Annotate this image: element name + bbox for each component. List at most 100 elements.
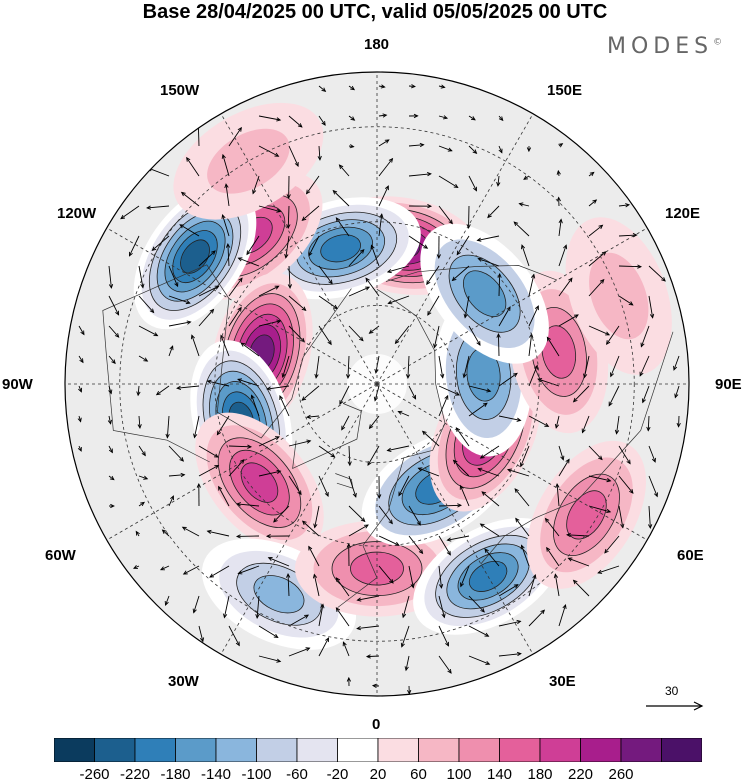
wind-vector	[438, 655, 452, 674]
wind-vector	[78, 325, 85, 336]
colorbar-swatch	[418, 738, 460, 762]
polar-map[interactable]	[0, 0, 750, 740]
wind-vector	[558, 218, 563, 237]
colorbar-tick-label: 20	[369, 766, 387, 783]
wind-vector	[348, 248, 365, 267]
coastline	[102, 264, 352, 463]
wind-vector	[318, 115, 326, 126]
wind-vector	[318, 295, 338, 310]
wind-vector	[335, 577, 350, 597]
wind-vector	[288, 439, 312, 447]
wind-vector	[281, 355, 290, 379]
wind-vector	[301, 520, 320, 537]
wind-vector	[378, 565, 394, 584]
wind-vector	[108, 265, 114, 289]
wind-vector	[498, 372, 518, 387]
wind-vector	[558, 445, 565, 461]
wind-vector	[228, 277, 243, 297]
colorbar-swatch	[377, 738, 419, 762]
colorbar-swatch	[94, 738, 136, 762]
wind-vector	[506, 468, 530, 477]
wind-vector	[618, 505, 625, 529]
wind-vector	[400, 625, 410, 648]
meridian-line	[376, 383, 648, 541]
wind-vector	[378, 505, 393, 525]
wind-vector	[335, 217, 350, 237]
wind-vector	[378, 157, 394, 177]
wind-vector	[314, 355, 320, 379]
wind-vector	[456, 235, 470, 256]
lon-label-30e: 30E	[549, 673, 576, 690]
wind-vector	[408, 385, 417, 400]
map-border	[64, 71, 690, 697]
wind-vector	[348, 286, 371, 297]
wind-vector	[567, 557, 590, 567]
wind-vector	[438, 385, 461, 396]
wind-vector	[438, 394, 449, 417]
meridian-line	[220, 113, 378, 385]
wind-vector	[438, 145, 453, 152]
wind-vector	[468, 115, 476, 121]
wind-vector	[468, 595, 485, 613]
wind-vector	[378, 213, 384, 237]
wind-vector	[107, 415, 113, 425]
wind-vector	[408, 84, 416, 89]
wind-vector	[348, 85, 356, 91]
wind-vector	[78, 385, 83, 393]
wind-vector	[168, 472, 186, 478]
lon-label-150e: 150E	[547, 82, 583, 99]
wind-vector	[168, 445, 185, 462]
wind-vector	[218, 485, 230, 507]
wind-vector	[515, 517, 530, 537]
wind-vector	[368, 325, 380, 334]
wind-vector	[468, 145, 478, 155]
wind-vector	[487, 205, 500, 219]
wind-vector	[335, 607, 350, 627]
wind-vector	[108, 503, 115, 509]
wind-vector	[288, 647, 311, 657]
wind-vector	[198, 285, 220, 297]
wind-vector	[317, 145, 322, 161]
wind-vector	[558, 244, 568, 267]
wind-vector	[198, 465, 220, 477]
wind-vector	[386, 265, 410, 274]
wind-vector	[216, 415, 230, 436]
wind-vector	[347, 445, 352, 467]
wind-vector	[78, 355, 84, 364]
wind-vector	[528, 364, 538, 387]
wind-vector	[339, 385, 350, 406]
wind-vector	[408, 172, 432, 177]
wind-vector	[318, 475, 329, 497]
meridian-line	[376, 227, 648, 385]
wind-vector	[348, 524, 369, 537]
wind-vector	[558, 604, 567, 627]
wind-vector	[151, 235, 170, 251]
vector-reference-arrow	[646, 701, 704, 711]
wind-vector	[463, 295, 470, 319]
wind-vector	[558, 314, 579, 327]
wind-vector	[544, 517, 560, 537]
wind-vector	[676, 415, 681, 428]
wind-vector	[312, 573, 320, 597]
wind-vector	[138, 325, 159, 337]
wind-vector	[618, 264, 643, 269]
wind-vector	[477, 467, 500, 477]
wind-vector	[305, 175, 320, 195]
wind-vector	[348, 144, 355, 149]
wind-vector	[165, 415, 170, 439]
wind-vector	[640, 325, 650, 348]
colorbar-swatch	[620, 738, 662, 762]
wind-vector	[588, 199, 598, 207]
wind-vector	[146, 205, 170, 210]
wind-vector	[286, 175, 291, 200]
wind-vector	[606, 325, 620, 346]
wind-vector	[648, 295, 655, 319]
wind-vector	[554, 415, 560, 429]
wind-vector	[286, 572, 291, 597]
lon-label-0: 0	[372, 716, 381, 733]
wind-vector	[318, 85, 327, 92]
colorbar-tick-label: -20	[326, 766, 349, 783]
wind-vector	[378, 139, 390, 147]
wind-vector	[258, 285, 280, 297]
wind-vector	[498, 584, 519, 597]
